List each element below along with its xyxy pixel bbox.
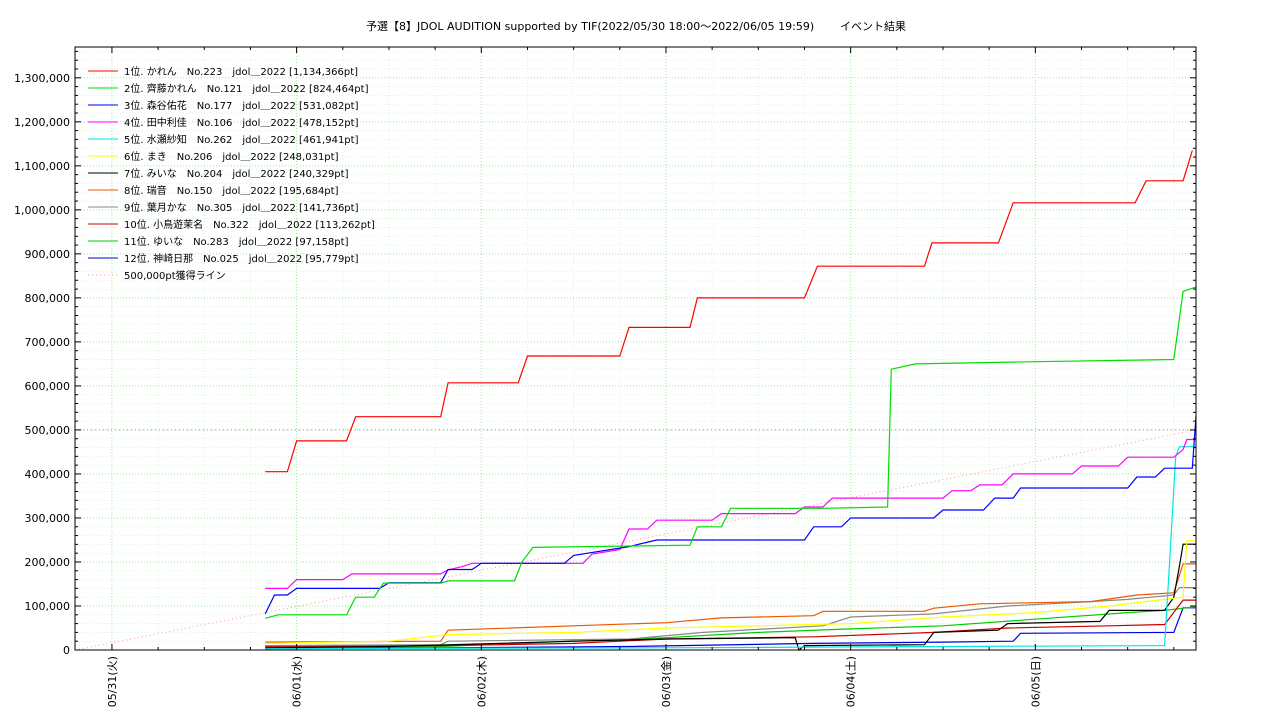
legend: 1位. かれん No.223 jdol＿2022 [1,134,366pt] 2位…: [88, 65, 375, 282]
chart-title: 予選【8】JDOL AUDITION supported by TIF(2022…: [366, 20, 814, 33]
chart-subtitle: イベント結果: [840, 19, 906, 33]
legend-label: 4位. 田中利佳 No.106 jdol＿2022 [478,152pt]: [124, 116, 359, 129]
legend-label: 12位. 神崎日那 No.025 jdol＿2022 [95,779pt]: [124, 252, 359, 265]
series-line: [265, 563, 1196, 643]
y-tick-label: 400,000: [25, 468, 71, 481]
x-tick-label: 06/02(木): [475, 656, 488, 707]
y-tick-label: 300,000: [25, 512, 71, 525]
y-tick-label: 1,200,000: [14, 116, 70, 129]
reference-diagonal-line: [74, 429, 1197, 651]
reference-line-layer: [74, 429, 1197, 651]
series-line: [265, 446, 1196, 650]
series-layer: [264, 150, 1197, 652]
plot-frame: [74, 46, 1197, 651]
legend-label: 5位. 水瀬紗知 No.262 jdol＿2022 [461,941pt]: [124, 133, 359, 146]
legend-label: 3位. 森谷佑花 No.177 jdol＿2022 [531,082pt]: [124, 99, 359, 112]
legend-label: 1位. かれん No.223 jdol＿2022 [1,134,366pt]: [124, 65, 358, 78]
grid: [75, 47, 1196, 650]
axis-layer: 0 100,000 200,000 300,000 400,000 500,000 600,…: [14, 47, 1196, 707]
legend-label: 6位. まき No.206 jdol＿2022 [248,031pt]: [124, 150, 339, 163]
series-line: [265, 586, 1196, 647]
legend-label: 10位. 小鳥遊茉名 No.322 jdol＿2022 [113,262pt]: [124, 218, 375, 231]
y-tick-label: 500,000: [25, 424, 71, 437]
series-line: [265, 543, 1196, 652]
legend-label: 9位. 葉月かな No.305 jdol＿2022 [141,736pt]: [124, 201, 359, 214]
legend-label: 7位. みいな No.204 jdol＿2022 [240,329pt]: [124, 167, 349, 180]
y-tick-label: 100,000: [25, 600, 71, 613]
y-tick-label: 1,300,000: [14, 72, 70, 85]
y-tick-label: 1,100,000: [14, 160, 70, 173]
x-tick-label: 06/03(金): [659, 656, 673, 707]
y-tick-label: 1,000,000: [14, 204, 70, 217]
series-line: [264, 416, 1197, 615]
x-tick-label: 06/01(水): [291, 656, 304, 707]
legend-label: 8位. 瑞音 No.150 jdol＿2022 [195,684pt]: [124, 184, 339, 197]
x-tick-label: 06/04(土): [845, 656, 858, 707]
y-tick-label: 600,000: [25, 380, 71, 393]
x-tick-label: 05/31(火): [106, 656, 119, 707]
legend-label: 2位. 齊藤かれん No.121 jdol＿2022 [824,464pt]: [124, 82, 369, 95]
series-line: [265, 607, 1196, 650]
series-line: [265, 286, 1197, 619]
y-tick-label: 200,000: [25, 556, 71, 569]
y-tick-label: 700,000: [25, 336, 71, 349]
series-line: [265, 438, 1196, 590]
series-line: [265, 150, 1193, 473]
x-tick-label: 06/05(日): [1029, 656, 1042, 707]
legend-label: 500,000pt獲得ライン: [124, 269, 226, 282]
legend-label: 11位. ゆいな No.283 jdol＿2022 [97,158pt]: [124, 235, 349, 248]
y-tick-label: 0: [63, 644, 70, 657]
y-tick-label: 800,000: [25, 292, 71, 305]
series-line: [265, 540, 1196, 644]
y-tick-label: 900,000: [25, 248, 71, 261]
